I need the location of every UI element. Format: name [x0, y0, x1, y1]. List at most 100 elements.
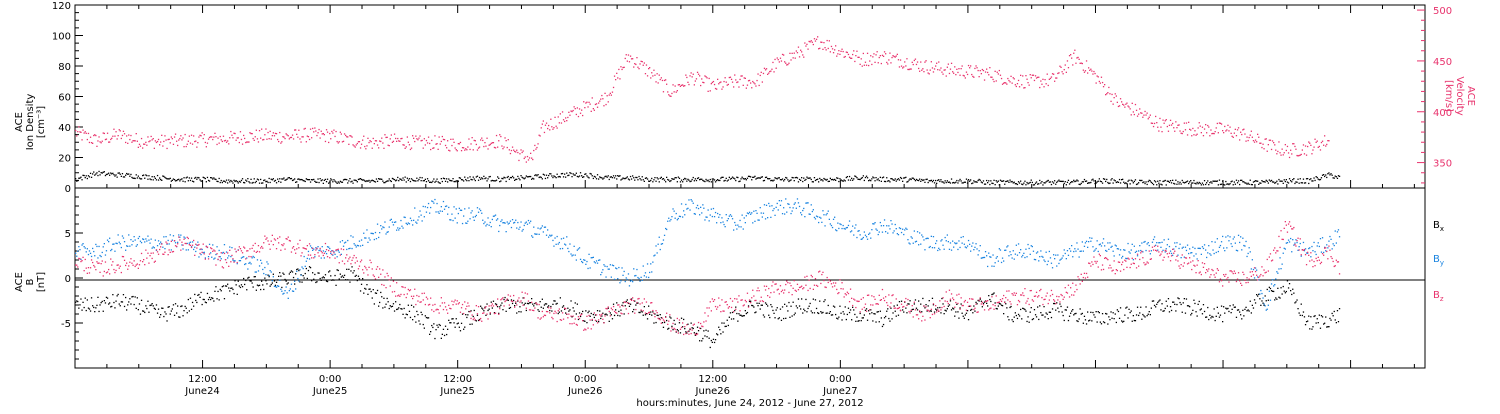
data-point	[810, 177, 811, 178]
data-point	[668, 94, 669, 95]
data-point	[408, 305, 409, 306]
data-point	[1014, 317, 1015, 318]
data-point	[316, 281, 317, 282]
data-point	[290, 272, 291, 273]
data-point	[1268, 300, 1269, 301]
data-point	[220, 136, 221, 137]
data-point	[112, 173, 113, 174]
data-point	[102, 260, 103, 261]
data-point	[315, 130, 316, 131]
data-point	[221, 290, 222, 291]
data-point	[1008, 255, 1009, 256]
data-point	[391, 134, 392, 135]
data-point	[1215, 242, 1216, 243]
data-point	[928, 182, 929, 183]
data-point	[265, 128, 266, 129]
data-point	[460, 330, 461, 331]
data-point	[166, 148, 167, 149]
data-point	[865, 177, 866, 178]
data-point	[851, 230, 852, 231]
data-point	[1305, 145, 1306, 146]
data-point	[1234, 236, 1235, 237]
data-point	[510, 221, 511, 222]
data-point	[208, 256, 209, 257]
data-point	[561, 310, 562, 311]
data-point	[417, 180, 418, 181]
data-point	[918, 68, 919, 69]
data-point	[432, 327, 433, 328]
data-point	[409, 223, 410, 224]
data-point	[92, 262, 93, 263]
data-point	[660, 249, 661, 250]
data-point	[780, 309, 781, 310]
data-point	[313, 279, 314, 280]
data-point	[932, 67, 933, 68]
data-point	[898, 178, 899, 179]
data-point	[860, 313, 861, 314]
data-point	[1276, 153, 1277, 154]
data-point	[542, 299, 543, 300]
data-point	[874, 62, 875, 63]
data-point	[388, 231, 389, 232]
data-point	[495, 147, 496, 148]
data-point	[1069, 183, 1070, 184]
data-point	[199, 297, 200, 298]
data-point	[764, 316, 765, 317]
data-point	[357, 143, 358, 144]
data-point	[593, 108, 594, 109]
data-point	[284, 290, 285, 291]
data-point	[410, 317, 411, 318]
data-point	[940, 67, 941, 68]
data-point	[587, 268, 588, 269]
data-point	[733, 229, 734, 230]
data-point	[114, 307, 115, 308]
data-point	[431, 140, 432, 141]
data-point	[496, 135, 497, 136]
data-point	[645, 73, 646, 74]
data-point	[1119, 318, 1120, 319]
data-point	[962, 65, 963, 66]
data-point	[579, 175, 580, 176]
data-point	[565, 244, 566, 245]
data-point	[1252, 137, 1253, 138]
data-point	[299, 138, 300, 139]
data-point	[674, 211, 675, 212]
data-point	[1128, 180, 1129, 181]
data-point	[321, 257, 322, 258]
data-point	[423, 148, 424, 149]
data-point	[175, 242, 176, 243]
data-point	[944, 182, 945, 183]
data-point	[1077, 57, 1078, 58]
data-point	[1249, 184, 1250, 185]
data-point	[263, 289, 264, 290]
data-point	[241, 284, 242, 285]
data-point	[478, 212, 479, 213]
data-point	[843, 311, 844, 312]
data-point	[750, 214, 751, 215]
data-point	[666, 320, 667, 321]
data-point	[1339, 236, 1340, 237]
data-point	[1152, 242, 1153, 243]
data-point	[1117, 102, 1118, 103]
data-point	[685, 75, 686, 76]
data-point	[1079, 59, 1080, 60]
data-point	[1310, 145, 1311, 146]
data-point	[967, 182, 968, 183]
data-point	[372, 148, 373, 149]
data-point	[573, 173, 574, 174]
data-point	[93, 251, 94, 252]
data-point	[397, 309, 398, 310]
data-point	[759, 220, 760, 221]
data-point	[989, 299, 990, 300]
data-point	[191, 309, 192, 310]
data-point	[548, 237, 549, 238]
data-point	[497, 218, 498, 219]
data-point	[1162, 120, 1163, 121]
data-point	[360, 290, 361, 291]
data-point	[1280, 155, 1281, 156]
data-point	[529, 222, 530, 223]
data-point	[1063, 315, 1064, 316]
data-point	[820, 218, 821, 219]
data-point	[407, 224, 408, 225]
data-point	[776, 309, 777, 310]
